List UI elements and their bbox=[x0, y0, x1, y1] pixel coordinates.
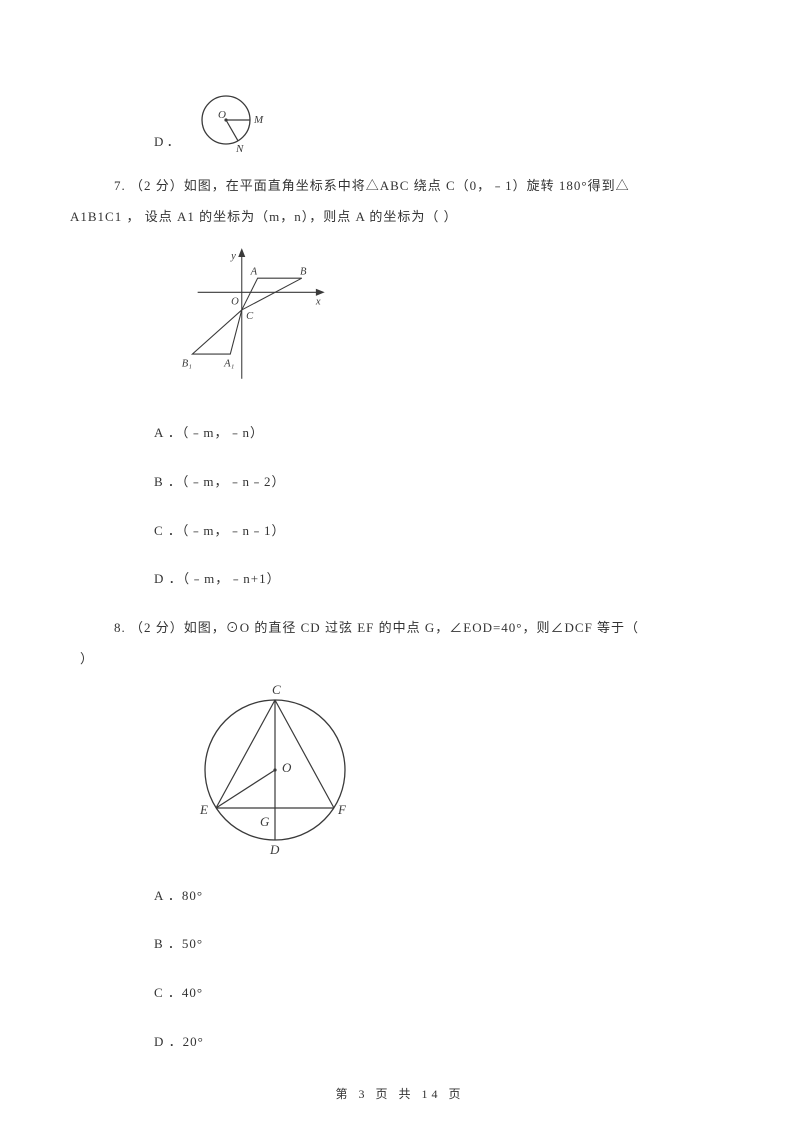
option-d-figure: O M N bbox=[196, 90, 268, 154]
circle-label-O: O bbox=[218, 109, 226, 121]
question-8-line-2: ） bbox=[70, 647, 730, 672]
question-7-figure: y x O A B C A₁ B₁ bbox=[70, 237, 730, 397]
option-d-label: D ． bbox=[154, 131, 180, 154]
q8-option-a: A ．80° bbox=[70, 884, 730, 909]
question-7-line-1: 7. （2 分）如图，在平面直角坐标系中将△ABC 绕点 C（0，﹣1）旋转 1… bbox=[70, 174, 730, 199]
question-8-line-1: 8. （2 分）如图，⊙O 的直径 CD 过弦 EF 的中点 G，∠EOD=40… bbox=[70, 616, 730, 641]
circle-label-N: N bbox=[235, 143, 244, 154]
svg-text:O: O bbox=[282, 760, 292, 775]
svg-text:A: A bbox=[250, 267, 258, 278]
q8-option-c: C ．40° bbox=[70, 981, 730, 1006]
svg-text:C: C bbox=[272, 682, 281, 697]
question-7-line-2: A1B1C1 ， 设点 A1 的坐标为（m，n），则点 A 的坐标为（ ） bbox=[70, 205, 730, 230]
circle-label-M: M bbox=[253, 114, 264, 126]
svg-text:B₁: B₁ bbox=[182, 359, 192, 370]
q7-option-c: C ．（﹣m，﹣n﹣1） bbox=[70, 519, 730, 544]
page-footer: 第 3 页 共 14 页 bbox=[0, 1085, 800, 1102]
svg-text:B: B bbox=[300, 267, 307, 278]
svg-text:C: C bbox=[246, 311, 254, 322]
question-8-figure: C D E F G O bbox=[70, 680, 730, 860]
q8-option-d: D ．20° bbox=[70, 1030, 730, 1055]
q7-option-a: A ．（﹣m，﹣n） bbox=[70, 421, 730, 446]
svg-text:O: O bbox=[231, 297, 239, 308]
answer-option-d-figure-row: D ． O M N bbox=[70, 90, 730, 154]
svg-text:G: G bbox=[260, 814, 270, 829]
svg-text:D: D bbox=[269, 842, 280, 857]
page-content: D ． O M N 7. （2 分）如图，在平面直角坐标系中将△ABC 绕点 C… bbox=[0, 0, 800, 1132]
q7-option-b: B ．（﹣m，﹣n﹣2） bbox=[70, 470, 730, 495]
q8-option-b: B ．50° bbox=[70, 932, 730, 957]
svg-text:F: F bbox=[337, 802, 347, 817]
svg-text:A₁: A₁ bbox=[223, 359, 234, 370]
svg-text:y: y bbox=[230, 251, 236, 262]
svg-text:x: x bbox=[315, 297, 321, 308]
q7-option-d: D ．（﹣m，﹣n+1） bbox=[70, 567, 730, 592]
svg-text:E: E bbox=[199, 802, 208, 817]
